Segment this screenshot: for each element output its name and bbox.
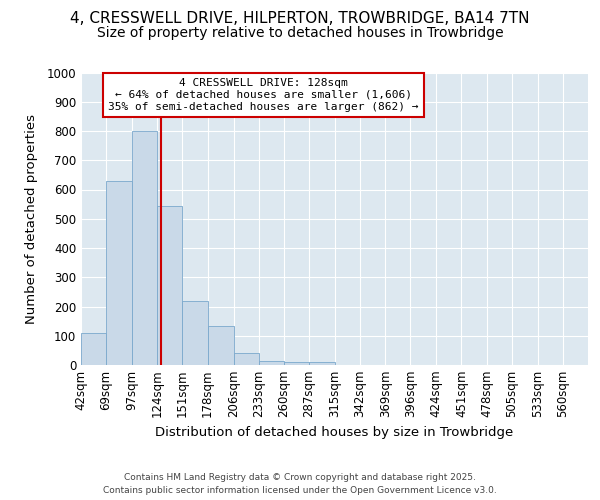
Bar	[284, 362, 309, 365]
Text: Contains public sector information licensed under the Open Government Licence v3: Contains public sector information licen…	[103, 486, 497, 495]
Bar	[182, 300, 208, 365]
Text: 4 CRESSWELL DRIVE: 128sqm
← 64% of detached houses are smaller (1,606)
35% of se: 4 CRESSWELL DRIVE: 128sqm ← 64% of detac…	[108, 78, 419, 112]
Bar	[106, 180, 132, 365]
Bar	[81, 333, 106, 365]
Bar	[233, 354, 259, 365]
Text: Size of property relative to detached houses in Trowbridge: Size of property relative to detached ho…	[97, 26, 503, 40]
X-axis label: Distribution of detached houses by size in Trowbridge: Distribution of detached houses by size …	[155, 426, 514, 439]
Bar	[132, 131, 157, 365]
Text: Contains HM Land Registry data © Crown copyright and database right 2025.: Contains HM Land Registry data © Crown c…	[124, 472, 476, 482]
Bar	[157, 206, 182, 365]
Bar	[208, 326, 233, 365]
Bar	[309, 362, 335, 365]
Text: 4, CRESSWELL DRIVE, HILPERTON, TROWBRIDGE, BA14 7TN: 4, CRESSWELL DRIVE, HILPERTON, TROWBRIDG…	[70, 11, 530, 26]
Bar	[259, 360, 284, 365]
Y-axis label: Number of detached properties: Number of detached properties	[25, 114, 38, 324]
